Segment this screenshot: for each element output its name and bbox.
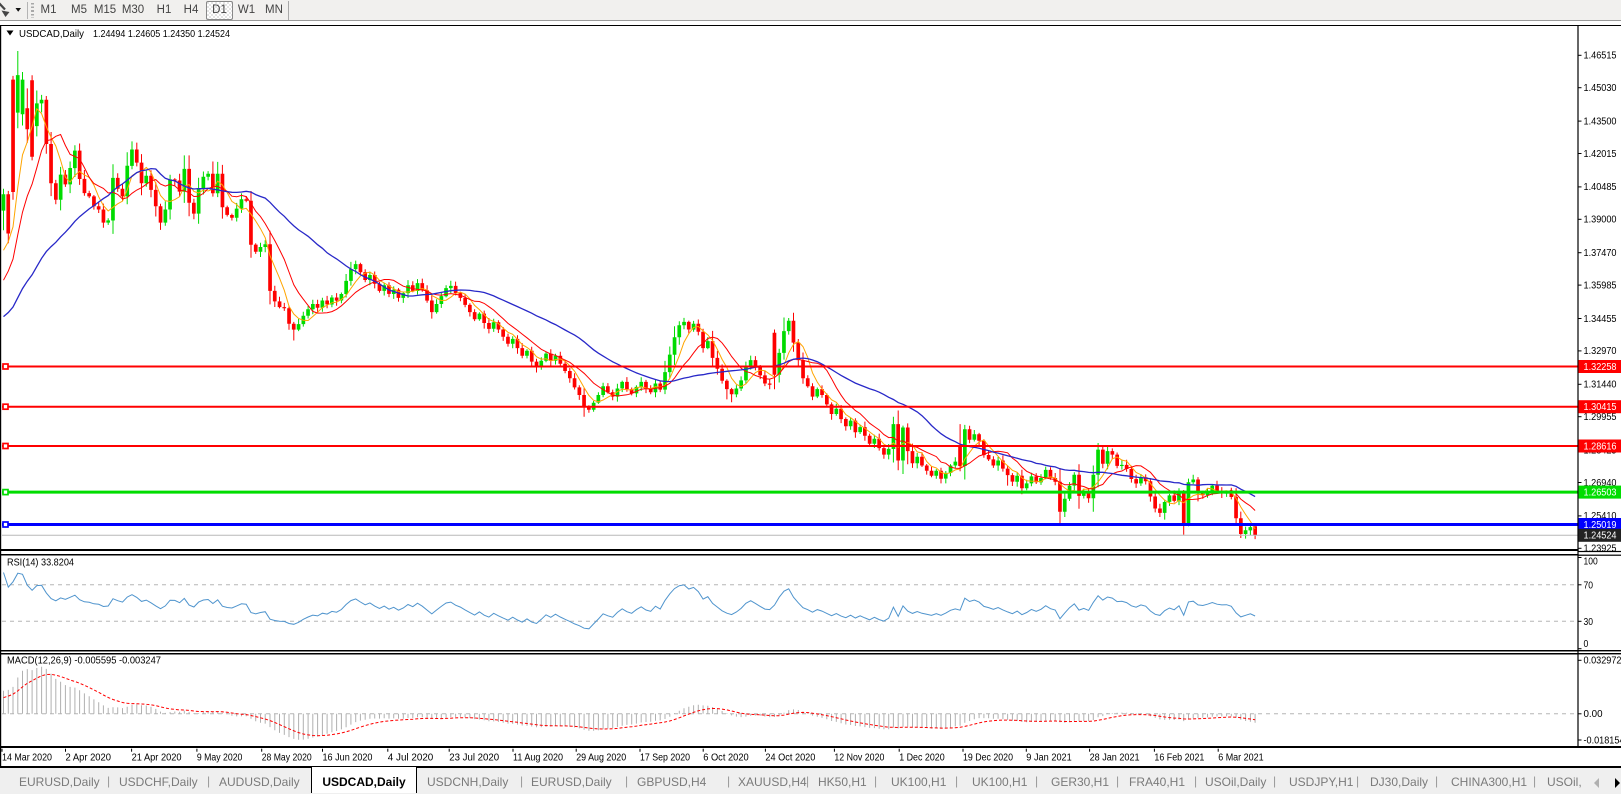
svg-text:1.23925: 1.23925 [1584,544,1617,555]
svg-text:100: 100 [1584,557,1599,568]
svg-text:1.26940: 1.26940 [1584,478,1617,489]
svg-text:30: 30 [1584,617,1594,628]
svg-text:2 Apr 2020: 2 Apr 2020 [66,753,112,764]
svg-text:1 Dec 2020: 1 Dec 2020 [899,753,945,764]
svg-text:11 Aug 2020: 11 Aug 2020 [513,753,563,764]
svg-text:6 Oct 2020: 6 Oct 2020 [703,753,749,764]
svg-text:0.00: 0.00 [1584,709,1603,720]
svg-text:MACD(12,26,9) -0.005595 -0.003: MACD(12,26,9) -0.005595 -0.003247 [7,655,161,666]
svg-text:USDCAD,Daily: USDCAD,Daily [19,28,85,40]
svg-text:9 May 2020: 9 May 2020 [197,753,243,764]
svg-text:1.25019: 1.25019 [1584,520,1617,531]
svg-text:0.032972: 0.032972 [1584,656,1621,667]
svg-text:1.32258: 1.32258 [1584,362,1617,373]
svg-text:28 May 2020: 28 May 2020 [262,753,312,764]
svg-text:9 Jan 2021: 9 Jan 2021 [1026,753,1072,764]
svg-text:14 Mar 2020: 14 Mar 2020 [2,753,52,764]
svg-text:17 Sep 2020: 17 Sep 2020 [640,753,690,764]
svg-text:1.31440: 1.31440 [1584,380,1617,391]
svg-text:1.28616: 1.28616 [1584,441,1617,452]
svg-text:28 Jan 2021: 28 Jan 2021 [1090,753,1140,764]
svg-text:1.40485: 1.40485 [1584,182,1617,193]
svg-text:6 Mar 2021: 6 Mar 2021 [1218,753,1264,764]
svg-text:16 Feb 2021: 16 Feb 2021 [1154,753,1204,764]
svg-text:1.25410: 1.25410 [1584,511,1617,522]
svg-text:16 Jun 2020: 16 Jun 2020 [323,753,373,764]
svg-text:70: 70 [1584,581,1594,592]
svg-text:1.24524: 1.24524 [1584,531,1617,542]
svg-text:29 Aug 2020: 29 Aug 2020 [576,753,626,764]
svg-text:1.35985: 1.35985 [1584,280,1617,291]
svg-text:1.39000: 1.39000 [1584,215,1617,226]
svg-text:4 Jul 2020: 4 Jul 2020 [388,753,434,764]
svg-text:21 Apr 2020: 21 Apr 2020 [132,753,182,764]
svg-text:1.26503: 1.26503 [1584,487,1617,498]
svg-text:1.34455: 1.34455 [1584,314,1617,325]
svg-text:1.43500: 1.43500 [1584,116,1617,127]
svg-text:0: 0 [1584,639,1589,650]
svg-text:1.46515: 1.46515 [1584,51,1617,62]
svg-text:RSI(14) 33.8204: RSI(14) 33.8204 [7,557,74,568]
svg-text:24 Oct 2020: 24 Oct 2020 [765,753,815,764]
svg-text:-0.018154: -0.018154 [1584,735,1621,746]
svg-text:19 Dec 2020: 19 Dec 2020 [963,753,1013,764]
svg-text:1.42015: 1.42015 [1584,149,1617,160]
svg-text:1.24494 1.24605 1.24350 1.2452: 1.24494 1.24605 1.24350 1.24524 [93,28,230,40]
svg-text:1.32970: 1.32970 [1584,346,1617,357]
svg-text:1.30415: 1.30415 [1584,402,1617,413]
svg-text:12 Nov 2020: 12 Nov 2020 [834,753,884,764]
svg-text:1.37470: 1.37470 [1584,248,1617,259]
svg-text:1.29955: 1.29955 [1584,412,1617,423]
svg-text:1.45030: 1.45030 [1584,83,1617,94]
svg-text:23 Jul 2020: 23 Jul 2020 [449,753,499,764]
